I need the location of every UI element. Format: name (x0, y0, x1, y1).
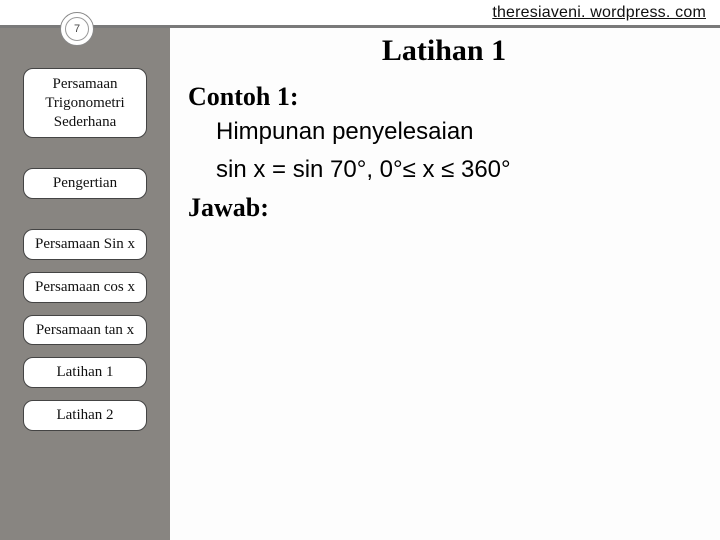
header-bar: theresiaveni. wordpress. com (0, 0, 720, 28)
page-number-badge: 7 (60, 12, 94, 46)
jawab-label: Jawab: (188, 193, 700, 223)
sidebar-item-5[interactable]: Latihan 1 (23, 357, 147, 388)
content-area: Latihan 1 Contoh 1: Himpunan penyelesaia… (170, 28, 720, 540)
slide-title: Latihan 1 (188, 34, 700, 68)
sidebar-item-6[interactable]: Latihan 2 (23, 400, 147, 431)
sidebar-item-2[interactable]: Persamaan Sin x (23, 229, 147, 260)
page-number-value: 7 (65, 17, 89, 41)
sidebar-item-1[interactable]: Pengertian (23, 168, 147, 199)
body-line-1: Himpunan penyelesaian (216, 116, 700, 148)
source-url: theresiaveni. wordpress. com (492, 4, 706, 22)
sidebar-item-4[interactable]: Persamaan tan x (23, 315, 147, 346)
contoh-label: Contoh 1: (188, 82, 700, 112)
body-line-2: sin x = sin 70°, 0°≤ x ≤ 360° (216, 154, 700, 186)
sidebar: Persamaan Trigonometri Sederhana Pengerti… (0, 28, 170, 540)
sidebar-item-3[interactable]: Persamaan cos x (23, 272, 147, 303)
sidebar-item-0[interactable]: Persamaan Trigonometri Sederhana (23, 68, 147, 138)
